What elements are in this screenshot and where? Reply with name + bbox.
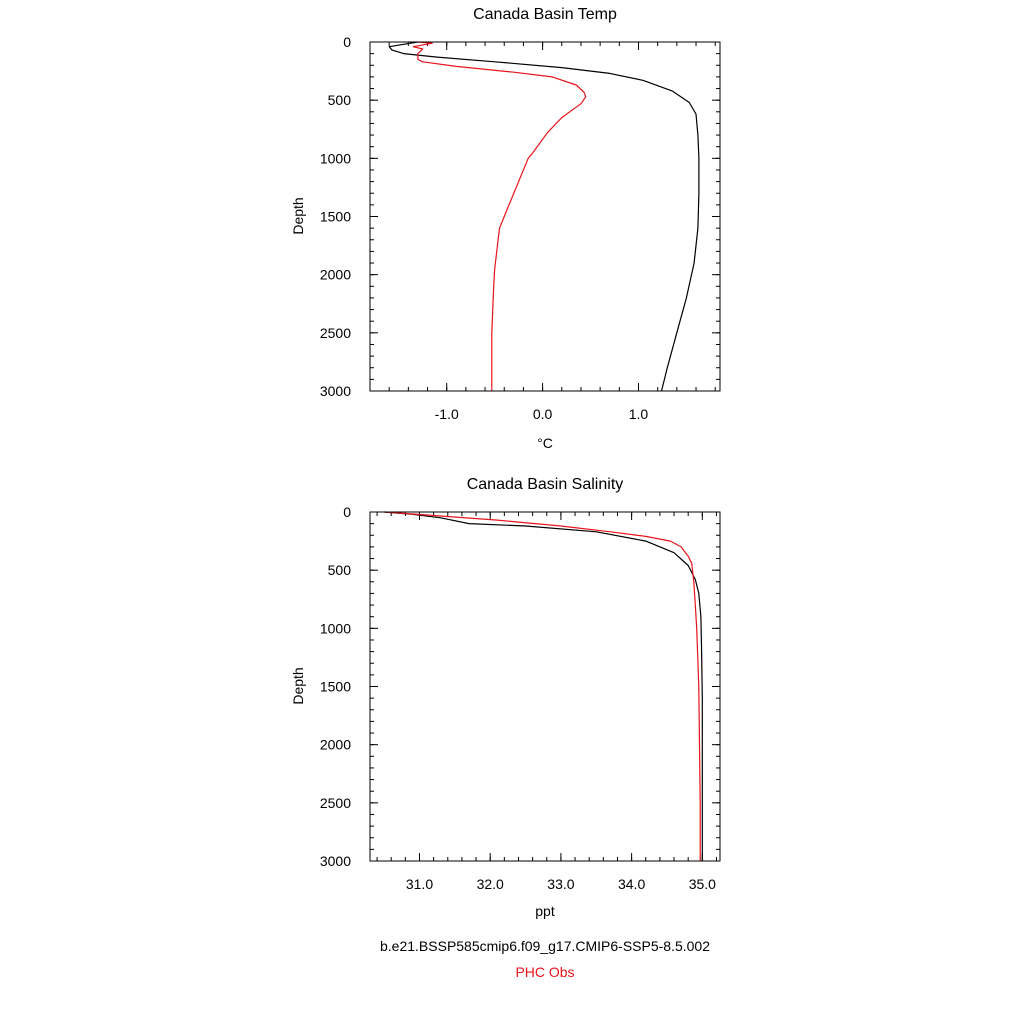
x-axis-label: ppt xyxy=(535,903,555,919)
x-tick-label: 34.0 xyxy=(618,876,645,892)
y-tick-label: 2000 xyxy=(320,737,351,753)
tick-labels: 31.0 32.0 33.0 34.0 35.0 0 500 1000 1500 2000 2500… xyxy=(320,504,716,892)
series-line-obs xyxy=(412,41,587,391)
legend: b.e21.BSSP585cmip6.f09_g17.CMIP6-SSP5-8.… xyxy=(380,938,710,980)
axis-ticks xyxy=(369,41,720,392)
x-tick-label: 35.0 xyxy=(689,876,716,892)
x-axis-label: °C xyxy=(537,435,553,451)
y-tick-label: 2500 xyxy=(320,795,351,811)
series-line-model xyxy=(388,41,700,392)
series-line-obs xyxy=(384,511,701,861)
tick-labels: -1.0 0.0 1.0 0 500 1000 1500 2000 2500 3000 xyxy=(320,34,649,422)
salinity-panel: Canada Basin Salinity ppt Depth 31.0 32.0… xyxy=(290,476,721,919)
y-tick-label: 0 xyxy=(343,504,351,520)
x-tick-label: 32.0 xyxy=(477,876,504,892)
series-lines xyxy=(384,511,703,861)
chart-title: Canada Basin Salinity xyxy=(467,476,624,493)
y-tick-label: 1500 xyxy=(320,209,351,225)
y-tick-label: 500 xyxy=(328,562,352,578)
y-tick-label: 3000 xyxy=(320,383,351,399)
x-tick-label: -1.0 xyxy=(435,406,459,422)
series-line-model xyxy=(384,511,703,861)
y-axis-label: Depth xyxy=(290,197,306,234)
x-tick-label: 0.0 xyxy=(533,406,553,422)
x-tick-label: 1.0 xyxy=(629,406,649,422)
axis-ticks xyxy=(370,511,720,862)
y-tick-label: 1500 xyxy=(320,679,351,695)
y-tick-label: 2500 xyxy=(320,325,351,341)
x-tick-label: 33.0 xyxy=(547,876,574,892)
legend-item-obs: PHC Obs xyxy=(515,964,574,980)
legend-item-model: b.e21.BSSP585cmip6.f09_g17.CMIP6-SSP5-8.… xyxy=(380,938,710,954)
y-tick-label: 0 xyxy=(343,34,351,50)
y-tick-label: 3000 xyxy=(320,853,351,869)
plot-frame xyxy=(369,41,721,392)
chart-title: Canada Basin Temp xyxy=(473,6,617,23)
series-lines xyxy=(388,41,700,392)
temp-panel: Canada Basin Temp °C Depth -1.0 0.0 1.0 0 50… xyxy=(290,6,721,451)
plot-frame xyxy=(369,511,721,862)
x-tick-label: 31.0 xyxy=(406,876,433,892)
y-axis-label: Depth xyxy=(290,667,306,704)
y-tick-label: 1000 xyxy=(320,620,351,636)
y-tick-label: 2000 xyxy=(320,267,351,283)
y-tick-label: 1000 xyxy=(320,150,351,166)
y-tick-label: 500 xyxy=(328,92,352,108)
